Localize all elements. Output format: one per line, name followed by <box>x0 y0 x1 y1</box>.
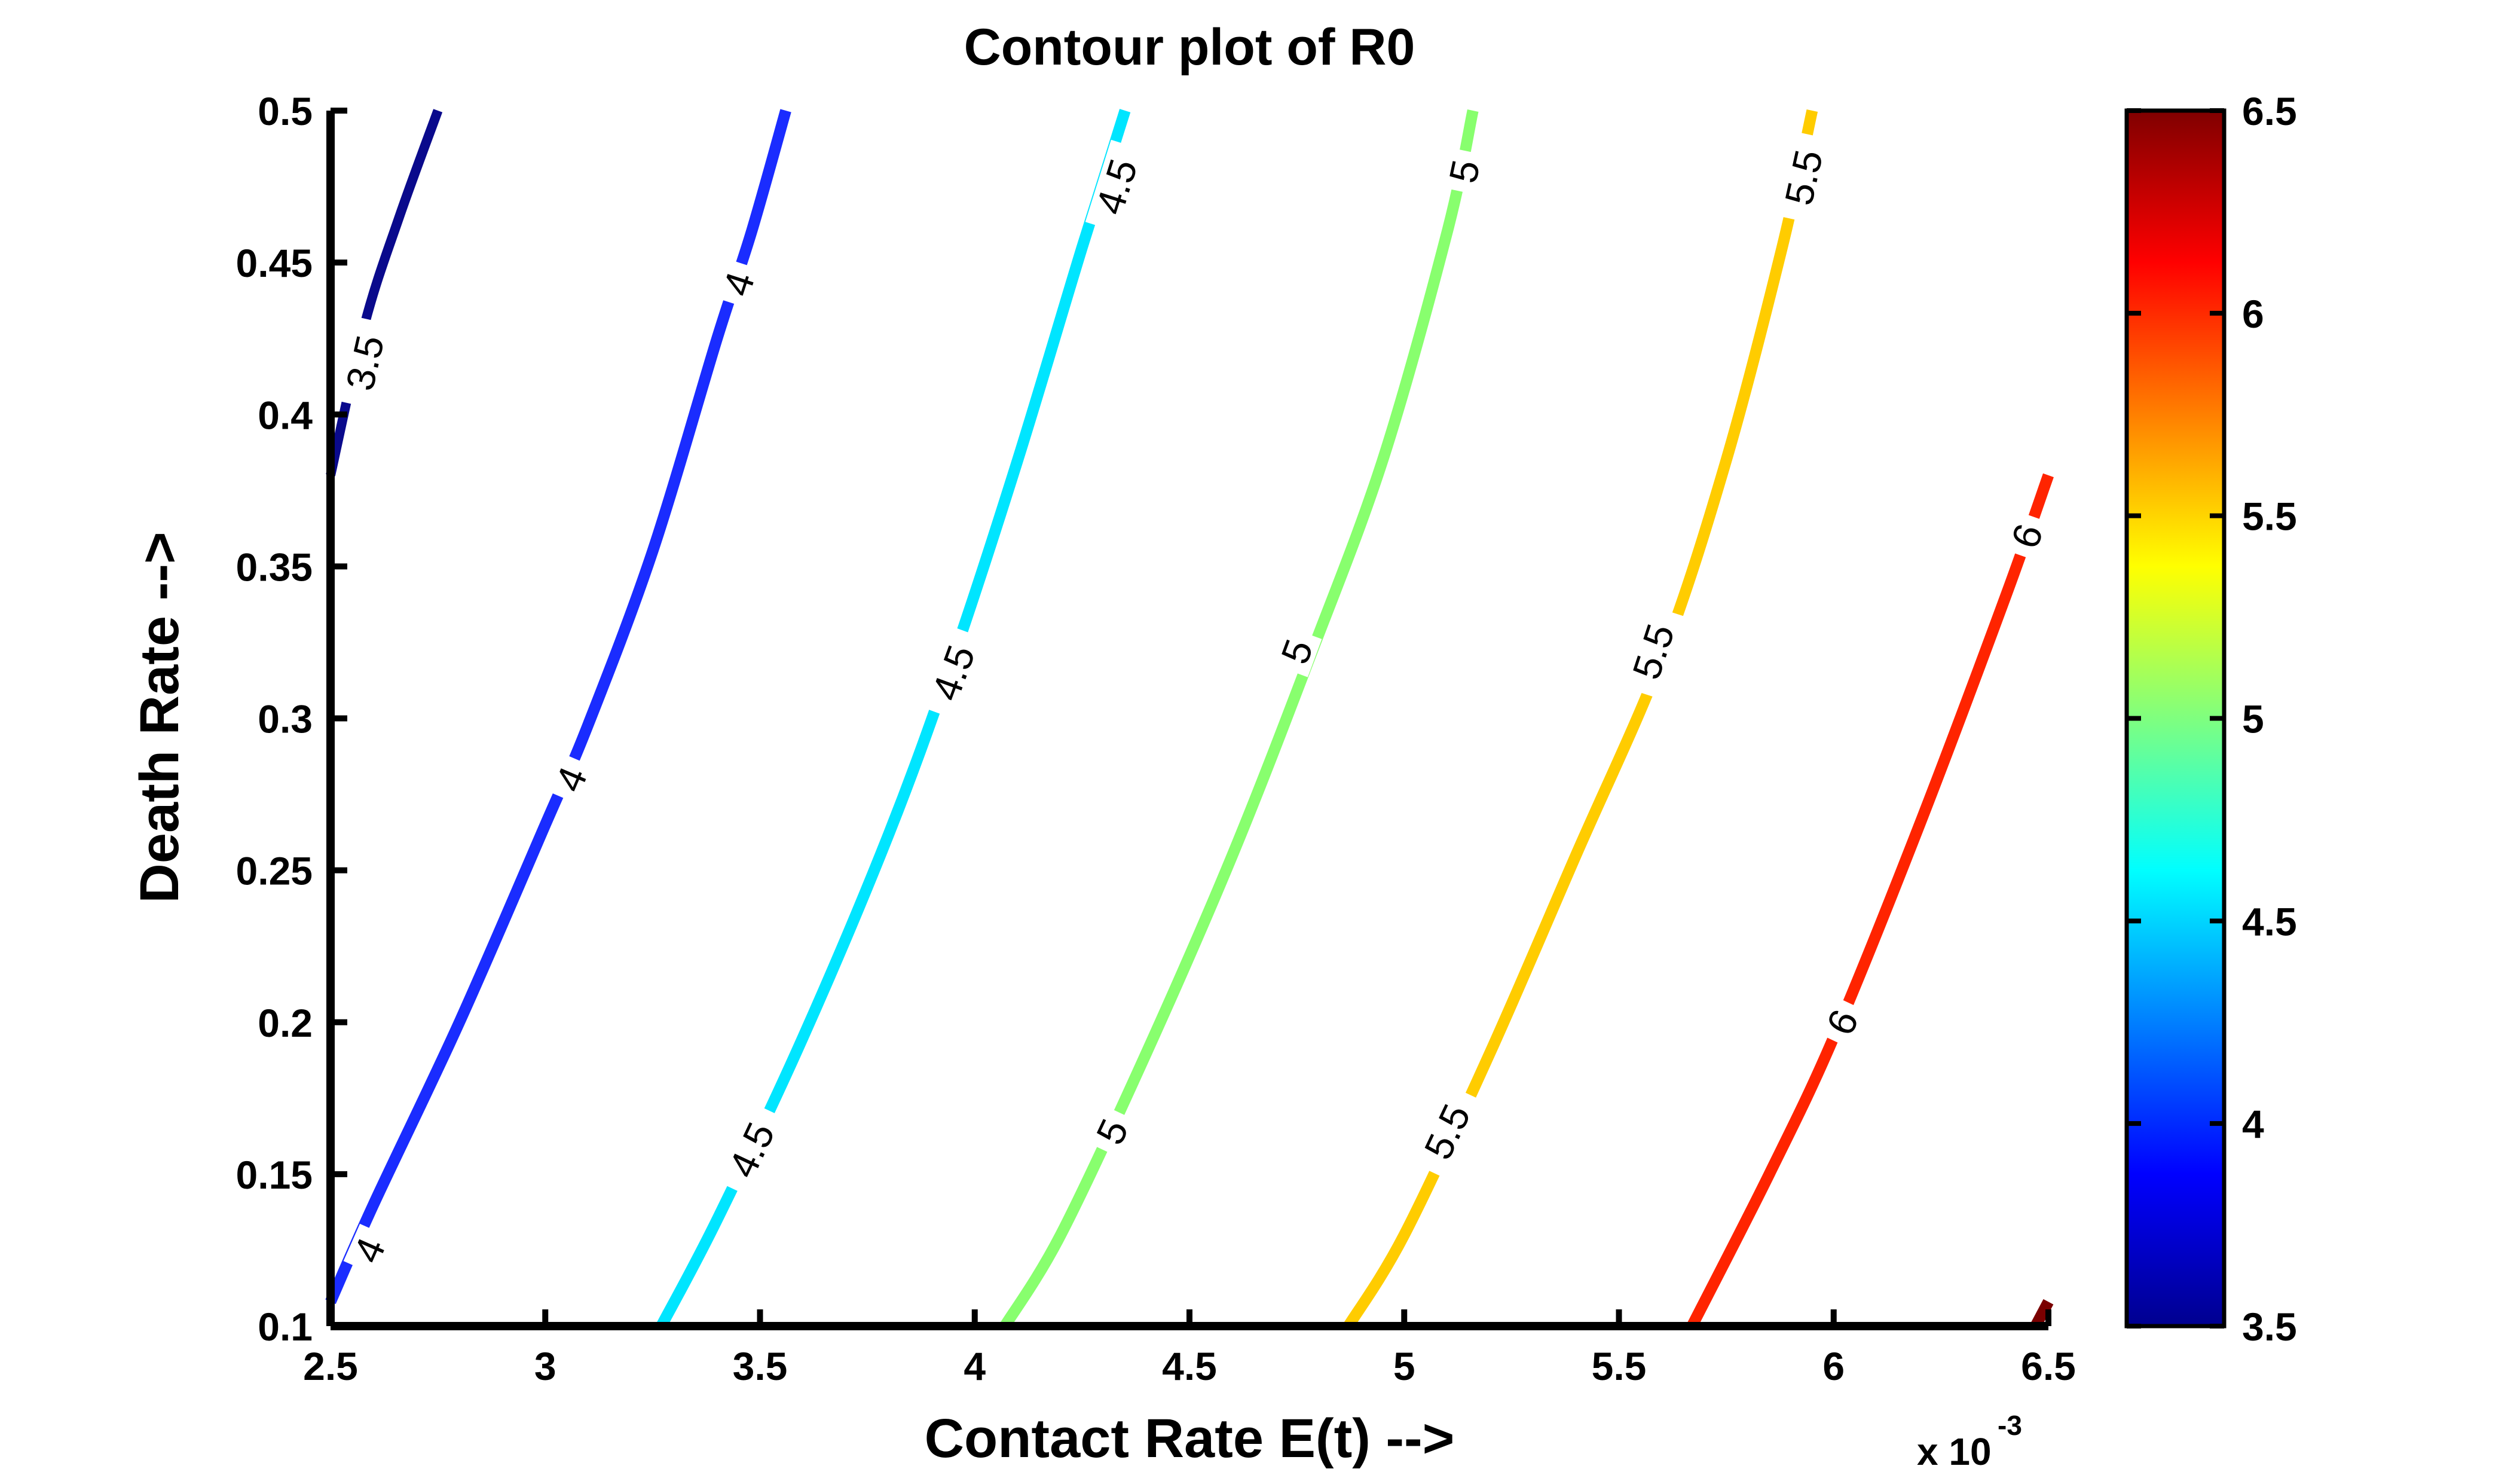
contour-line-3-5 <box>326 109 443 477</box>
contour-label-bg <box>1271 625 1322 677</box>
contour-label-text: 3.5 <box>337 331 392 395</box>
x-multiplier-prefix: x 10 <box>1917 1430 1992 1469</box>
colorbar-tick-label: 6.5 <box>2242 89 2297 133</box>
contour-label-bg <box>714 258 763 309</box>
contour-level-label: 5.5 <box>1622 604 1685 699</box>
colorbar-tick-label: 5 <box>2242 697 2264 741</box>
contour-level-label: 4 <box>714 258 763 309</box>
contour-level-label: 3.5 <box>337 316 393 410</box>
x-tick-label: 3.5 <box>733 1344 788 1388</box>
y-tick-label: 0.45 <box>236 241 313 285</box>
contour-label-text: 5.5 <box>1776 146 1831 209</box>
y-tick-label: 0.25 <box>236 849 313 893</box>
contour-level-label: 6 <box>1816 995 1868 1049</box>
contour-level-label: 5.5 <box>1411 1084 1483 1179</box>
contour-line-5 <box>999 109 1479 1329</box>
contour-label-bg <box>715 1103 787 1197</box>
contour-label-bg <box>1411 1084 1483 1179</box>
contour-level-label: 5 <box>1271 625 1322 677</box>
contour-level-label: 4.5 <box>920 625 986 720</box>
chart-title: Contour plot of R0 <box>964 19 1415 76</box>
y-tick-label: 0.5 <box>258 89 313 133</box>
x-tick-label: 6 <box>1822 1344 1845 1388</box>
y-tick-label: 0.4 <box>258 393 313 437</box>
contour-line-5-5 <box>1343 109 1818 1329</box>
contour-level-label: 4 <box>343 1223 395 1276</box>
contour-label-bg <box>1441 147 1488 196</box>
colorbar-ticks: 3.5 4 4.5 5 5.5 6 6.5 <box>2127 89 2297 1349</box>
contour-level-label: 5.5 <box>1775 131 1832 224</box>
contour-label-bg <box>337 316 393 410</box>
y-ticks: 0.1 0.15 0.2 0.25 0.3 0.35 0.4 0.45 0.5 <box>236 89 347 1349</box>
contour-line-6 <box>1687 473 2054 1329</box>
x-tick-label: 3 <box>534 1344 556 1388</box>
x-tick-label: 5.5 <box>1592 1344 1647 1388</box>
colorbar-tick-label: 4.5 <box>2242 899 2297 943</box>
contour-label-bg <box>2002 510 2052 562</box>
x-ticks: 2.5 3 3.5 4 4.5 5 5.5 6 6.5 <box>303 1309 2076 1388</box>
x-tick-label: 5 <box>1393 1344 1415 1388</box>
x-axis-label: Contact Rate E(t) --> <box>925 1408 1455 1469</box>
contour-level-label: 5 <box>1086 1105 1139 1159</box>
contour-level-label: 5 <box>1441 147 1488 196</box>
contour-level-label: 4 <box>545 753 597 806</box>
colorbar-tick-label: 4 <box>2242 1102 2264 1146</box>
contour-level-label: 4.5 <box>1085 139 1148 234</box>
y-tick-label: 0.2 <box>258 1001 313 1045</box>
x-multiplier-exponent: -3 <box>1998 1410 2022 1441</box>
contour-label-bg <box>545 753 597 806</box>
contour-label-bg <box>1816 995 1868 1049</box>
colorbar-tick-label: 6 <box>2242 292 2264 336</box>
colorbar: 3.5 4 4.5 5 5.5 6 6.5 <box>2124 89 2297 1349</box>
contour-label-bg <box>1085 139 1148 234</box>
contour-label-bg <box>1086 1105 1139 1159</box>
x-tick-label: 4.5 <box>1162 1344 1217 1388</box>
y-tick-label: 0.35 <box>236 545 313 589</box>
y-tick-label: 0.3 <box>258 697 313 741</box>
colorbar-tick-label: 5.5 <box>2242 494 2297 539</box>
contour-level-label: 4.5 <box>715 1103 787 1197</box>
x-tick-label: 6.5 <box>2021 1344 2076 1388</box>
contour-label-bg <box>1775 131 1832 224</box>
y-axis-label: Death Rate --> <box>129 532 190 903</box>
contour-level-label: 6 <box>2002 510 2052 562</box>
contour-label-bg <box>343 1223 395 1276</box>
contour-label-bg <box>1622 604 1685 699</box>
x-tick-label: 4 <box>964 1344 986 1388</box>
x-tick-label: 2.5 <box>303 1344 358 1388</box>
x-multiplier: x 10 -3 <box>1917 1410 2022 1472</box>
y-tick-label: 0.15 <box>236 1153 313 1197</box>
contour-lines: 3.5 4 4 4 4.5 4.5 4.5 5 5 5 5.5 5.5 5.5 6 6 <box>325 109 2054 1329</box>
colorbar-gradient <box>2124 108 2227 1329</box>
contour-label-bg <box>920 625 986 720</box>
y-tick-label: 0.1 <box>258 1305 313 1349</box>
colorbar-tick-label: 3.5 <box>2242 1305 2297 1349</box>
